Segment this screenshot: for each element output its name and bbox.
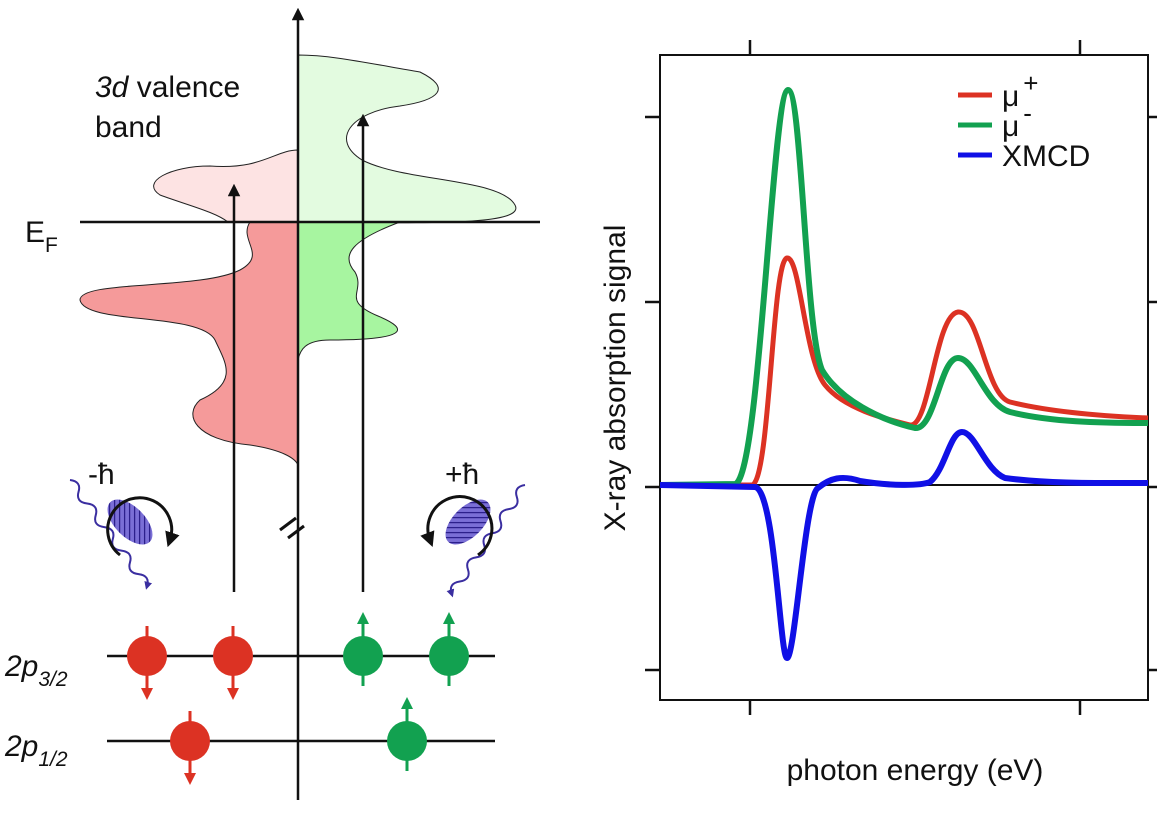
legend-label: μ + [1002, 68, 1038, 113]
legend-sup: - [1023, 98, 1032, 128]
photon-label: -ħ [88, 458, 115, 491]
fermi-label: EF [25, 216, 58, 257]
legend-sup: + [1023, 68, 1038, 98]
electrons [127, 612, 469, 785]
electron [170, 721, 210, 761]
axis-break [279, 516, 305, 540]
level-label: 2p1/2 [4, 730, 68, 771]
legend-label: μ- [1002, 98, 1032, 143]
electron [127, 636, 167, 676]
electron [343, 636, 383, 676]
curve-xmcd [659, 428, 1149, 662]
legend-label: XMCD [1002, 140, 1090, 173]
photon-left: -ħ [69, 458, 180, 590]
electron [387, 721, 427, 761]
electron [213, 636, 253, 676]
legend: μ +μ -XMCD [958, 68, 1090, 173]
legend-text: XMCD [1002, 140, 1090, 173]
band-label: band [95, 111, 162, 144]
curves [659, 86, 1149, 662]
photon-label: +ħ [445, 458, 479, 491]
legend-text: μ [1002, 110, 1019, 143]
band-label: 3d valence [95, 71, 240, 104]
photon-right: +ħ [420, 458, 526, 598]
legend-text: μ [1002, 80, 1019, 113]
electron [429, 636, 469, 676]
x-axis-label: photon energy (eV) [787, 754, 1044, 787]
frame-ticks [645, 40, 1157, 715]
y-axis-label: X-ray absorption signal [599, 225, 632, 532]
level-label: 2p3/2 [4, 650, 68, 691]
curve-mu-minus [659, 86, 1149, 488]
plot-frame [659, 54, 1149, 701]
curve-mu-plus [660, 255, 1149, 488]
dos [79, 54, 517, 466]
